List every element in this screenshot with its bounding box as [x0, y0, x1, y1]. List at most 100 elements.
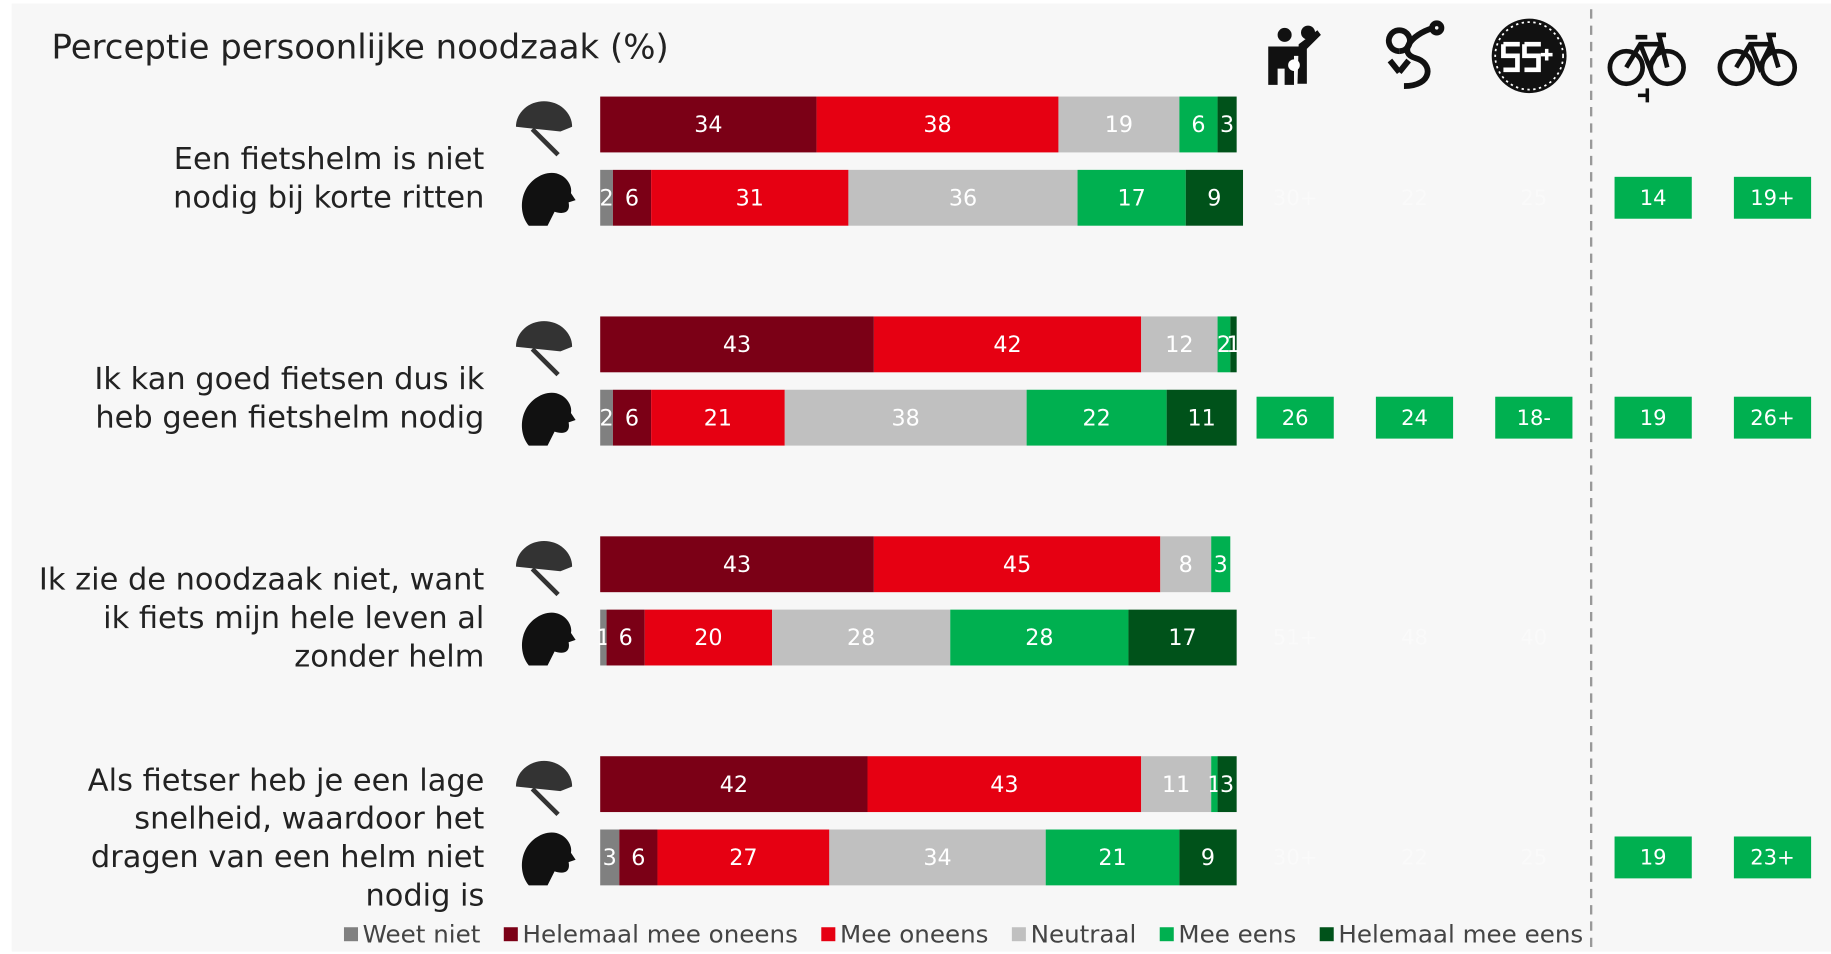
comparison-value: 22 [1401, 186, 1428, 210]
comparison-value: 30+ [1273, 186, 1317, 210]
comparison-value: 22 [1401, 846, 1428, 870]
segment-label: 20 [694, 625, 722, 651]
bar-segment [600, 96, 817, 153]
statement: Als fietser heb je een lage [88, 763, 485, 798]
segment-label: 36 [949, 185, 977, 211]
comparison-value: 25 [1520, 846, 1547, 870]
bar-segment [829, 829, 1046, 886]
icon-helmet-strap [530, 127, 560, 157]
statement: dragen van een helm niet [91, 840, 485, 875]
icon-head [521, 172, 576, 226]
bar-segment [600, 389, 613, 446]
bar-segment [600, 316, 874, 373]
segment-label: 3 [1214, 552, 1228, 578]
bar-segment [600, 829, 620, 886]
segment-label: 22 [1082, 405, 1110, 431]
segment-label: 42 [993, 332, 1021, 358]
comparison-box [1614, 176, 1692, 219]
bar-segment [1045, 829, 1180, 886]
segment-label: 6 [625, 405, 639, 431]
bar-segment [606, 609, 645, 666]
bar-segment [1128, 609, 1237, 666]
segment-label: 43 [990, 772, 1018, 798]
statement: Ik kan goed fietsen dus ik [94, 362, 484, 397]
segment-label: 31 [736, 185, 764, 211]
legend-label: Helemaal mee eens [1338, 919, 1583, 948]
bar-segment [1217, 756, 1237, 813]
segment-label: 28 [847, 625, 875, 651]
legend-label: Weet niet [363, 919, 481, 948]
chart-title: Perceptie persoonlijke noodzaak (%) [51, 27, 668, 66]
bar-segment [1141, 756, 1212, 813]
icon-age [1491, 18, 1567, 94]
segment-label: 12 [1165, 332, 1193, 358]
bar-segment [1211, 536, 1231, 593]
bar-segment [651, 169, 849, 226]
bar-segment [873, 536, 1161, 593]
legend-label: Helemaal mee oneens [522, 919, 797, 948]
segment-label: 21 [1098, 845, 1126, 871]
bar-segment [1179, 829, 1237, 886]
bar-segment [1141, 316, 1218, 373]
statement: snelheid, waardoor het [134, 802, 484, 837]
segment-label: 9 [1207, 185, 1221, 211]
statement: nodig is [365, 879, 484, 914]
comparison-box [1733, 836, 1812, 879]
icon-helmet [515, 540, 573, 572]
icon-helmet-strap [530, 787, 560, 817]
legend-label: Mee oneens [840, 919, 988, 948]
bar-segment [600, 609, 607, 666]
segment-label: 17 [1117, 185, 1145, 211]
icon-ebike [1607, 32, 1686, 103]
comparison-value: 30+ [1273, 846, 1317, 870]
segment-label: 3 [603, 845, 617, 871]
legend-label: Neutraal [1031, 919, 1137, 948]
icon-head [521, 612, 576, 666]
comparison-value: 48 [1401, 626, 1428, 650]
segment-label: 11 [1188, 405, 1216, 431]
comparison-value: 19 [1640, 846, 1667, 870]
bar-segment [600, 169, 613, 226]
segment-label: 21 [704, 405, 732, 431]
bar-segment [1217, 96, 1237, 153]
comparison-value: 23+ [1750, 846, 1794, 870]
bar-segment [651, 389, 785, 446]
bar-segment [867, 756, 1142, 813]
bar-segment [619, 829, 658, 886]
icon-parents [1268, 25, 1321, 85]
segment-label: 2 [1217, 332, 1231, 358]
bar-segment [1230, 316, 1237, 373]
comparison-box [1375, 396, 1454, 439]
bar-segment [657, 829, 830, 886]
statement: heb geen fietshelm nodig [95, 400, 484, 435]
segment-label: 3 [1220, 772, 1234, 798]
segment-label: 2 [599, 405, 613, 431]
comparison-value: 18- [1517, 406, 1551, 430]
segment-label: 27 [729, 845, 757, 871]
icon-route [1385, 20, 1445, 90]
segment-label: 34 [694, 112, 722, 138]
bar-segment [1217, 316, 1231, 373]
segment-label: 11 [1162, 772, 1190, 798]
comparison-value: 40 [1520, 626, 1547, 650]
bar-segment [600, 536, 874, 593]
icon-head [521, 392, 576, 446]
legend-swatch [503, 927, 518, 942]
bar-segment [784, 389, 1027, 446]
bar-segment [644, 609, 773, 666]
comparison-box [1733, 176, 1812, 219]
statement: zonder helm [294, 639, 484, 674]
comparison-value: 25 [1520, 186, 1547, 210]
bar-segment [848, 169, 1078, 226]
bar-segment [873, 316, 1142, 373]
segment-label: 6 [631, 845, 645, 871]
segment-label: 38 [923, 112, 951, 138]
bar-segment [950, 609, 1129, 666]
comparison-value: 14 [1640, 186, 1667, 210]
comparison-value: 51+ [1273, 626, 1317, 650]
statement: nodig bij korte ritten [173, 180, 484, 215]
comparison-box [1614, 396, 1692, 439]
bar-segment [1185, 169, 1244, 226]
bar-segment [1077, 169, 1186, 226]
